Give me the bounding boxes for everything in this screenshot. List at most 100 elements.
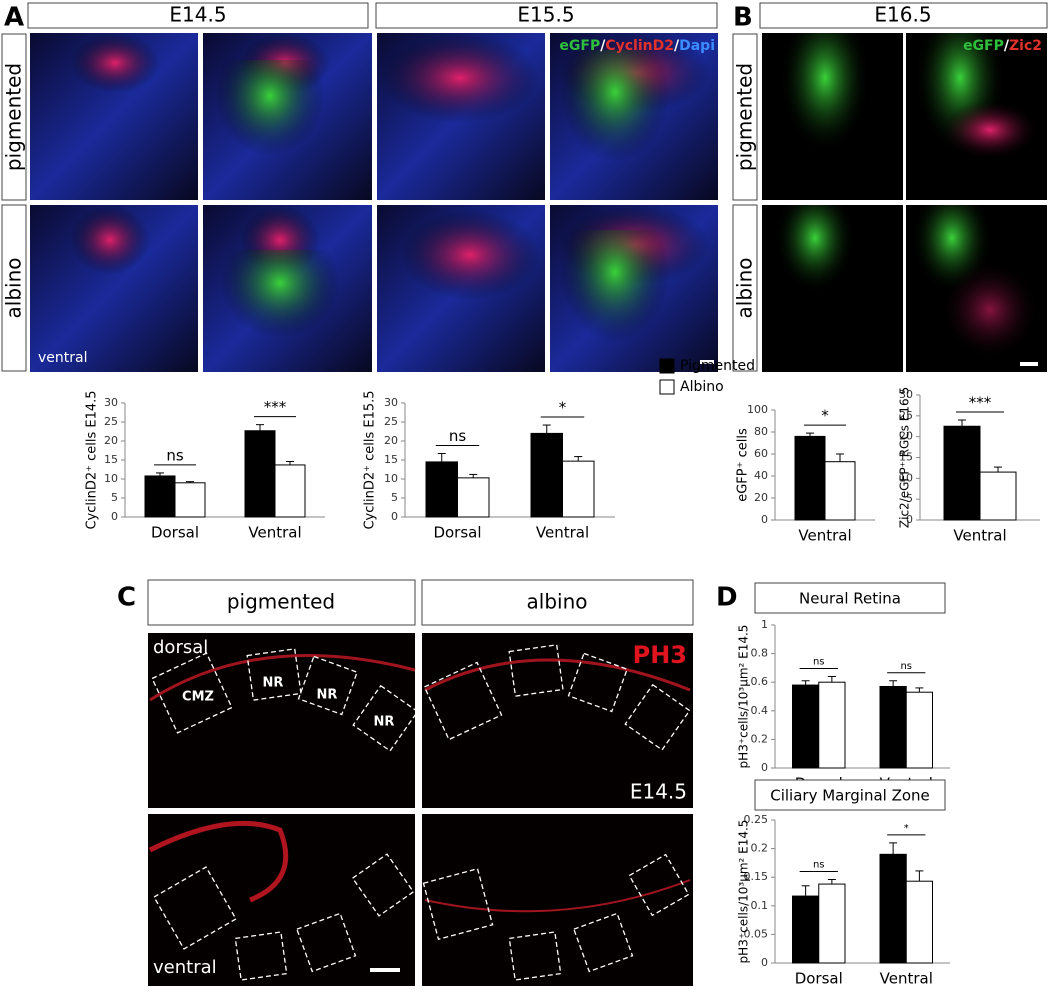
bar — [174, 482, 206, 518]
bar — [144, 475, 176, 518]
error-bar — [469, 473, 478, 478]
x-tick-label: Dorsal — [151, 524, 199, 542]
header: E15.5 — [517, 3, 574, 27]
bar — [794, 435, 826, 521]
y-tick-label: 0 — [761, 956, 768, 969]
row-box — [1, 33, 27, 201]
y-tick-label: 5 — [391, 491, 398, 504]
y-tick-label: 10 — [384, 472, 398, 485]
stain: Zic2 — [1009, 38, 1042, 54]
error-bar — [958, 419, 966, 427]
y-tick-label: 0.25 — [744, 813, 769, 826]
sig-label: * — [904, 823, 909, 834]
legend-swatch — [659, 379, 675, 395]
bar — [818, 883, 846, 964]
micrographs — [148, 633, 693, 986]
error-bar — [827, 878, 836, 885]
y-tick-label: 25 — [104, 415, 118, 428]
row-label: pigmented — [2, 63, 26, 171]
y-tick-label: 1 — [761, 618, 768, 631]
error-bar — [806, 432, 814, 437]
bar — [274, 464, 306, 518]
bar — [979, 471, 1017, 521]
y-tick-label: 0.2 — [751, 842, 769, 855]
chart-title: Neural Retina — [799, 590, 901, 608]
row-box — [732, 204, 758, 372]
sig-label: ns — [166, 446, 184, 464]
sig-label: * — [559, 399, 567, 417]
y-tick-label: 0 — [761, 761, 768, 774]
region-label: NR — [263, 676, 284, 691]
header: E16.5 — [874, 3, 931, 27]
y-tick-label: 5 — [111, 491, 118, 504]
y-axis-label: CyclinD2⁺ cells E15.5 — [363, 390, 378, 529]
y-tick-label: 20 — [104, 434, 118, 447]
bar — [792, 684, 820, 769]
error-bar — [994, 466, 1002, 473]
bar — [425, 461, 458, 518]
header: E14.5 — [169, 3, 226, 27]
error-bar — [186, 481, 194, 483]
y-tick-label: 80 — [754, 425, 768, 438]
header: pigmented — [227, 590, 335, 614]
header-box — [759, 2, 1048, 29]
y-axis-label: Zic2/eGFP⁺ RGCs E16.5 — [898, 387, 912, 528]
error-bar — [827, 675, 836, 683]
header-box — [147, 579, 416, 626]
orientation: dorsal — [153, 637, 208, 658]
y-tick-label: 0.15 — [744, 870, 769, 883]
bar — [879, 685, 907, 769]
error-bar — [156, 472, 164, 476]
x-tick-label: Dorsal — [433, 524, 481, 542]
stain: eGFP — [963, 38, 1004, 54]
sig-label: ns — [813, 859, 825, 870]
y-axis-label: CyclinD2⁺ cells E14.5 — [85, 390, 100, 529]
y-tick-label: 100 — [747, 403, 768, 416]
y-tick-label: 20 — [384, 434, 398, 447]
y-tick-label: 0 — [391, 510, 398, 523]
y-tick-label: 0.2 — [751, 732, 769, 745]
y-tick-label: 30 — [104, 396, 118, 409]
y-axis-label: eGFP⁺ cells — [736, 428, 751, 502]
x-tick-label: Ventral — [953, 527, 1006, 545]
y-tick-label: 0.05 — [744, 927, 769, 940]
y-tick-label: 0 — [111, 510, 118, 523]
error-bar — [437, 453, 446, 462]
sig-label: ns — [813, 656, 825, 667]
y-tick-label: 0.8 — [751, 647, 769, 660]
y-tick-label: 25 — [899, 409, 913, 422]
micrographs — [762, 33, 1047, 372]
y-tick-label: 0 — [761, 513, 768, 526]
x-tick-label: Ventral — [880, 970, 933, 988]
legend-label: Pigmented — [680, 358, 755, 374]
corner-label: ventral — [38, 350, 88, 366]
header-box — [421, 579, 694, 626]
panel-c: C pigmented albino dorsal ventral CMZ NR… — [117, 579, 694, 986]
error-bar — [801, 885, 810, 897]
bar — [530, 432, 563, 518]
bar — [244, 430, 276, 518]
panel-a: A E14.5 E15.5 pigmented albino ventral e… — [1, 2, 718, 372]
chart-title: Ciliary Marginal Zone — [770, 787, 930, 805]
y-axis-label: pH3⁺cells/10³µm² E14.5 — [737, 625, 751, 769]
row-label: albino — [733, 258, 757, 319]
legend-swatch — [659, 358, 675, 374]
bar — [905, 691, 933, 769]
y-tick-label: 30 — [899, 388, 913, 401]
row-label: albino — [2, 258, 26, 319]
sig-label: ns — [449, 427, 467, 445]
error-bar — [889, 680, 898, 687]
bar — [824, 461, 856, 521]
region-label: CMZ — [182, 690, 214, 705]
stain: CyclinD2 — [605, 38, 674, 54]
error-bar — [801, 680, 810, 686]
y-tick-label: 0.6 — [751, 675, 769, 688]
error-bar — [286, 461, 294, 465]
bar — [943, 425, 981, 521]
sep: / — [1004, 38, 1010, 54]
error-bar — [836, 453, 844, 462]
chart-title-box — [754, 582, 946, 614]
y-tick-label: 0 — [906, 513, 913, 526]
x-tick-label: Ventral — [798, 527, 851, 545]
stain: PH3 — [633, 641, 687, 669]
